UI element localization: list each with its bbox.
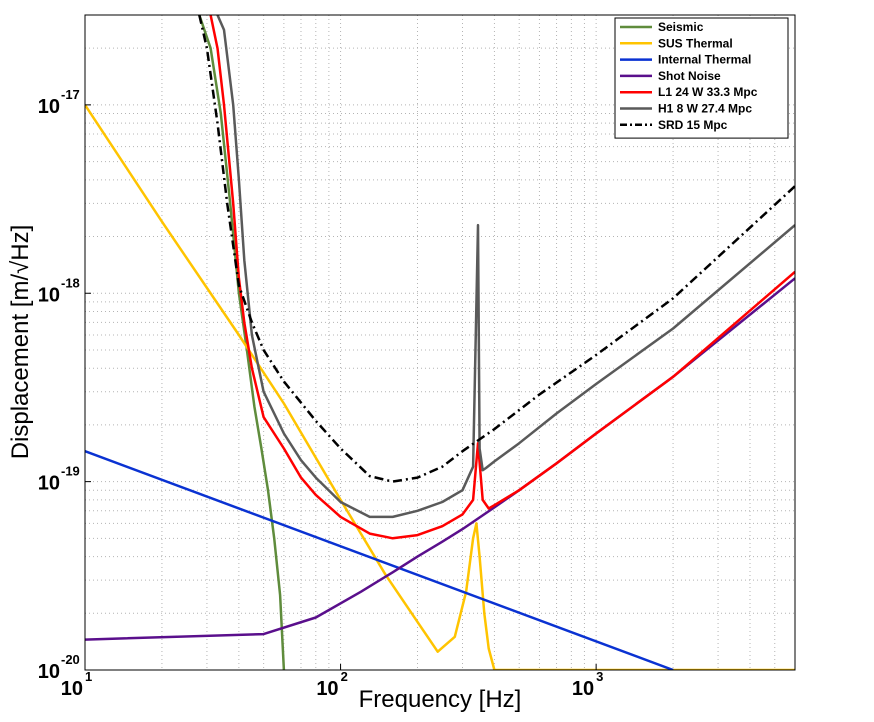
- x-tick-label: 10: [316, 678, 338, 700]
- legend-label: SUS Thermal: [658, 36, 733, 50]
- y-tick-label: 10: [38, 96, 60, 118]
- series-line-2: [85, 104, 795, 670]
- y-tick-label: 10: [38, 473, 60, 495]
- plot-frame: [84, 14, 796, 671]
- x-tick-label: 10: [572, 678, 594, 700]
- series-line-7: [198, 15, 795, 483]
- legend-label: Seismic: [658, 20, 704, 34]
- y-tick-label: 10: [38, 284, 60, 306]
- x-tick-exponent: 1: [85, 669, 92, 684]
- x-axis-title: Frequency [Hz]: [359, 686, 522, 713]
- x-tick-exponent: 2: [341, 669, 348, 684]
- x-tick-exponent: 3: [596, 669, 603, 684]
- series-line-6: [216, 15, 795, 519]
- legend: Seismic SUS Thermal Internal Thermal Shot N…: [614, 17, 789, 139]
- y-tick-exponent: -20: [61, 652, 80, 667]
- legend-label: H1 8 W 27.4 Mpc: [658, 102, 752, 116]
- legend-label: Internal Thermal: [658, 53, 751, 67]
- legend-label: L1 24 W 33.3 Mpc: [658, 85, 758, 99]
- series-line-1: [198, 15, 286, 670]
- x-tick-label: 10: [61, 678, 83, 700]
- y-axis-title: Displacement [m/√Hz]: [7, 225, 34, 460]
- y-tick-exponent: -17: [61, 87, 80, 102]
- series-line-3: [85, 450, 674, 670]
- legend-label: Shot Noise: [658, 69, 721, 83]
- y-tick-exponent: -18: [61, 275, 80, 290]
- series-line-5: [209, 15, 795, 540]
- legend-label: SRD 15 Mpc: [658, 118, 728, 132]
- legend-box: [614, 17, 789, 139]
- series-group: [85, 15, 795, 670]
- y-tick-exponent: -19: [61, 464, 80, 479]
- y-tick-label: 10: [38, 661, 60, 683]
